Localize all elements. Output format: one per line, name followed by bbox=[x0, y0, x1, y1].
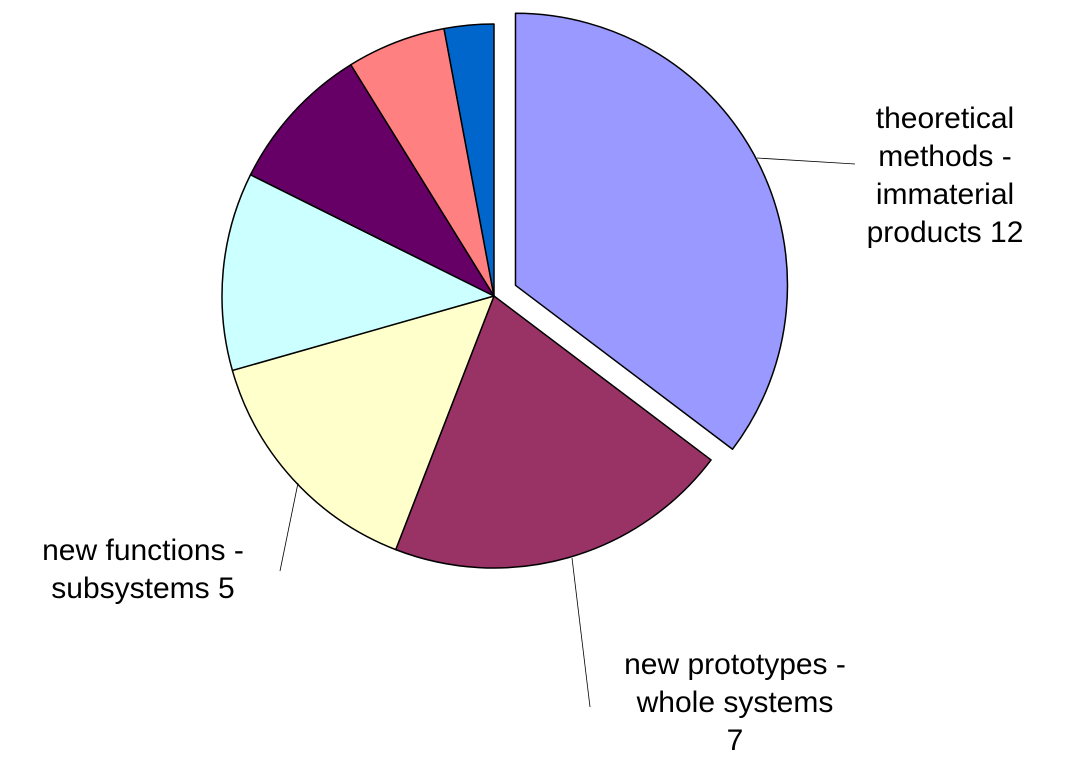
pie-slice-2 bbox=[394, 295, 712, 569]
slice-label-1-line-2: methods - bbox=[878, 140, 1011, 173]
slice-label-3-line-2: subsystems 5 bbox=[51, 572, 234, 605]
slice-label-3-line-1: new functions - bbox=[42, 534, 244, 567]
pie-slice-1 bbox=[514, 12, 789, 450]
slice-label-2-line-1: new prototypes - bbox=[624, 648, 846, 681]
leader-line-1 bbox=[756, 157, 856, 165]
slice-label-3: new functions - subsystems 5 bbox=[42, 534, 244, 605]
slice-label-1-line-4: products 12 bbox=[867, 216, 1024, 249]
pie-slices bbox=[221, 12, 789, 569]
slice-labels: theoretical methods - immaterial products 1… bbox=[42, 102, 1023, 757]
slice-label-1-line-1: theoretical bbox=[876, 102, 1014, 135]
pie-slice-3 bbox=[231, 295, 495, 551]
pie-slice-7 bbox=[443, 23, 495, 297]
slice-label-2-line-3: 7 bbox=[727, 724, 744, 757]
leader-line-2 bbox=[571, 557, 591, 708]
slice-label-2: new prototypes - whole systems 7 bbox=[624, 648, 846, 757]
pie-slice-5 bbox=[249, 63, 495, 297]
pie-slice-4 bbox=[221, 174, 495, 372]
slice-label-1-line-3: immaterial bbox=[876, 178, 1014, 211]
leader-lines bbox=[279, 157, 856, 708]
slice-label-2-line-2: whole systems bbox=[636, 686, 834, 719]
slice-label-1: theoretical methods - immaterial products 1… bbox=[867, 102, 1024, 249]
leader-line-3 bbox=[279, 482, 299, 572]
